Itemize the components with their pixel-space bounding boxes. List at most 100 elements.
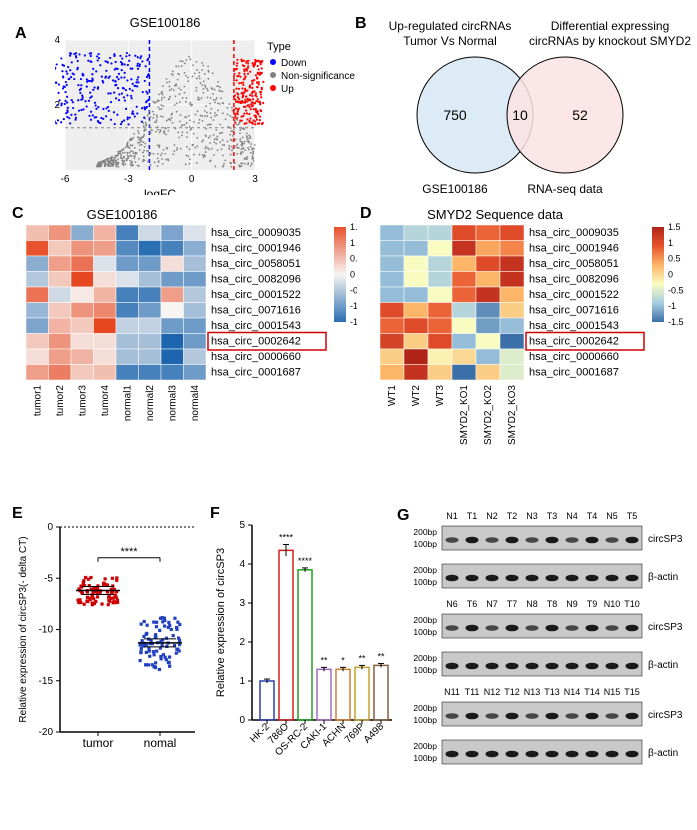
svg-text:hsa_circ_0001522: hsa_circ_0001522: [211, 289, 301, 301]
panel-a-volcano: A GSE100186 -6-30324logFClogfdrTypeDownN…: [20, 15, 350, 180]
svg-text:hsa_circ_0082096: hsa_circ_0082096: [211, 273, 301, 285]
svg-text:-1: -1: [668, 301, 676, 311]
gel-g-svg: N1T1N2T2N3T3N4T4N5T5200bp100bpcircSP3200…: [400, 510, 695, 790]
panel-g-label: G: [397, 507, 409, 525]
svg-text:tumor: tumor: [83, 736, 114, 750]
svg-text:circSP3: circSP3: [648, 622, 683, 633]
svg-text:N11: N11: [444, 687, 460, 697]
panel-e-label: E: [12, 505, 23, 523]
svg-text:hsa_circ_0000660: hsa_circ_0000660: [211, 351, 301, 363]
svg-text:-1.5: -1.5: [668, 317, 684, 327]
svg-text:N7: N7: [486, 599, 498, 609]
svg-text:Relative expression of circSP3: Relative expression of circSP3: [215, 548, 227, 697]
svg-text:100bp: 100bp: [413, 715, 437, 725]
svg-text:4: 4: [239, 559, 245, 570]
svg-text:0: 0: [189, 174, 195, 185]
bar-f-svg: 012345HK-2****786O****OS-RC-2**CAKI-1*AC…: [210, 505, 400, 785]
svg-text:Type: Type: [267, 41, 291, 53]
svg-text:T9: T9: [587, 599, 598, 609]
svg-text:hsa_circ_0058051: hsa_circ_0058051: [211, 258, 301, 270]
svg-text:**: **: [377, 651, 385, 661]
svg-text:WT1: WT1: [387, 385, 398, 407]
svg-text:200bp: 200bp: [413, 527, 437, 537]
svg-text:hsa_circ_0001543: hsa_circ_0001543: [529, 320, 619, 332]
svg-text:T3: T3: [547, 511, 558, 521]
svg-text:WT2: WT2: [411, 385, 422, 407]
svg-text:normal1: normal1: [122, 385, 133, 422]
svg-text:T11: T11: [465, 687, 480, 697]
svg-text:*: *: [341, 655, 345, 665]
svg-text:N9: N9: [566, 599, 578, 609]
svg-text:-5: -5: [44, 573, 53, 584]
svg-text:T1: T1: [467, 511, 478, 521]
svg-text:hsa_circ_0002642: hsa_circ_0002642: [529, 335, 619, 347]
svg-text:hsa_circ_0001946: hsa_circ_0001946: [211, 242, 301, 254]
heatmap-d-svg: hsa_circ_0009035hsa_circ_0001946hsa_circ…: [360, 205, 697, 455]
venn-right-count: 52: [572, 107, 588, 123]
svg-text:normal2: normal2: [145, 385, 156, 422]
svg-text:0: 0: [239, 715, 245, 726]
svg-text:circSP3: circSP3: [648, 534, 683, 545]
svg-text:T8: T8: [547, 599, 558, 609]
svg-text:5: 5: [239, 520, 245, 531]
svg-text:100bp: 100bp: [413, 539, 437, 549]
svg-text:Relative expression of circSP3: Relative expression of circSP3(- delta C…: [18, 536, 29, 722]
svg-text:0: 0: [350, 270, 355, 280]
venn-diagram: Up-regulated circRNAs Tumor Vs Normal Di…: [355, 15, 695, 200]
svg-text:N10: N10: [604, 599, 621, 609]
svg-text:200bp: 200bp: [413, 565, 437, 575]
svg-text:hsa_circ_0001543: hsa_circ_0001543: [211, 320, 301, 332]
svg-text:769P: 769P: [343, 721, 368, 746]
svg-text:hsa_circ_0058051: hsa_circ_0058051: [529, 258, 619, 270]
svg-text:3: 3: [239, 598, 245, 609]
svg-text:β-actin: β-actin: [648, 748, 678, 759]
svg-text:-6: -6: [61, 174, 70, 185]
svg-text:T7: T7: [507, 599, 518, 609]
svg-text:-0.5: -0.5: [350, 285, 357, 295]
svg-text:T5: T5: [627, 511, 638, 521]
svg-text:A498: A498: [362, 721, 387, 746]
svg-text:hsa_circ_0009035: hsa_circ_0009035: [211, 227, 301, 239]
svg-text:N5: N5: [606, 511, 618, 521]
svg-text:WT3: WT3: [435, 385, 446, 407]
svg-text:T10: T10: [624, 599, 640, 609]
venn-right-title1: Differential expressing: [551, 19, 670, 33]
svg-text:hsa_circ_0071616: hsa_circ_0071616: [529, 304, 619, 316]
svg-text:-15: -15: [39, 676, 54, 687]
svg-text:100bp: 100bp: [413, 627, 437, 637]
svg-text:T2: T2: [507, 511, 518, 521]
svg-text:**: **: [358, 653, 366, 663]
svg-text:SMYD2_KO2: SMYD2_KO2: [483, 385, 494, 445]
svg-text:2: 2: [239, 637, 245, 648]
svg-text:circSP3: circSP3: [648, 710, 683, 721]
svg-text:200bp: 200bp: [413, 703, 437, 713]
svg-text:1: 1: [350, 238, 355, 248]
svg-text:0.5: 0.5: [668, 254, 681, 264]
svg-text:normal3: normal3: [167, 385, 178, 422]
svg-text:nomal: nomal: [144, 736, 177, 750]
svg-text:hsa_circ_0082096: hsa_circ_0082096: [529, 273, 619, 285]
svg-text:100bp: 100bp: [413, 665, 437, 675]
svg-text:0.5: 0.5: [350, 254, 357, 264]
svg-text:-3: -3: [124, 174, 133, 185]
panel-c-label: C: [12, 205, 24, 223]
svg-text:hsa_circ_0001687: hsa_circ_0001687: [529, 366, 619, 378]
panel-c-heatmap: C GSE100186 hsa_circ_0009035hsa_circ_000…: [12, 205, 352, 425]
svg-text:hsa_circ_0001687: hsa_circ_0001687: [211, 366, 301, 378]
svg-text:-1: -1: [350, 301, 357, 311]
svg-text:logFC: logFC: [144, 187, 176, 195]
svg-text:normal4: normal4: [190, 385, 201, 422]
panel-f-bar: F 012345HK-2****786O****OS-RC-2**CAKI-1*…: [210, 505, 400, 785]
svg-text:tumor1: tumor1: [32, 385, 43, 417]
svg-text:****: ****: [279, 533, 294, 543]
venn-overlap-count: 10: [512, 107, 528, 123]
panel-d-title: SMYD2 Sequence data: [410, 207, 580, 222]
svg-text:****: ****: [298, 556, 313, 566]
svg-text:N4: N4: [566, 511, 578, 521]
svg-text:tumor4: tumor4: [100, 385, 111, 417]
panel-b-venn: B Up-regulated circRNAs Tumor Vs Normal …: [355, 15, 695, 195]
panel-g-gel: G N1T1N2T2N3T3N4T4N5T5200bp100bpcircSP32…: [400, 510, 695, 790]
panel-a-label: A: [15, 25, 27, 43]
svg-text:tumor3: tumor3: [77, 385, 88, 417]
svg-text:T15: T15: [624, 687, 640, 697]
